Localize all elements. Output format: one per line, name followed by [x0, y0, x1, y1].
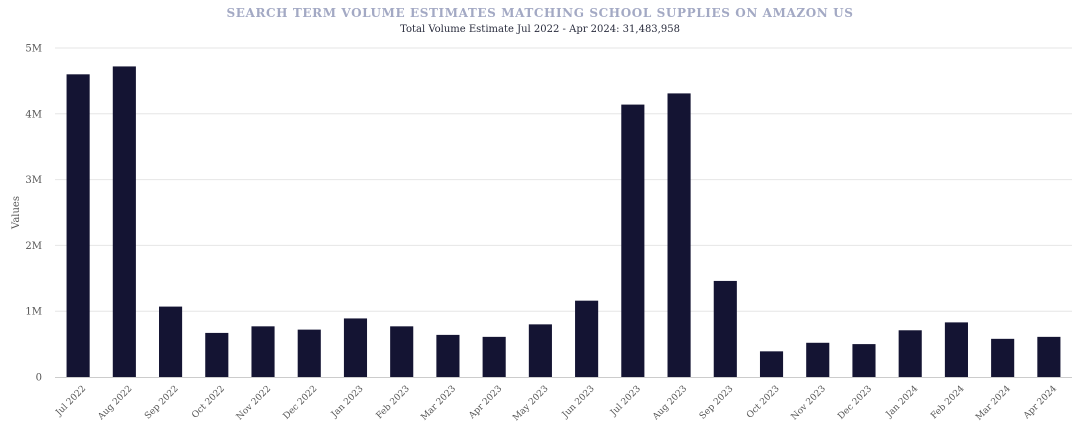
- bar: [66, 74, 90, 377]
- x-tick-label: Aug 2022: [96, 384, 135, 423]
- bars: [66, 66, 1061, 377]
- x-tick-label: Jul 2022: [54, 384, 89, 419]
- bar: [390, 326, 414, 377]
- bar: [852, 344, 876, 377]
- bar: [1037, 336, 1061, 377]
- x-tick-label: Mar 2024: [974, 384, 1013, 423]
- x-tick-label: Dec 2023: [836, 384, 874, 422]
- bar: [159, 306, 183, 377]
- bar: [297, 329, 321, 377]
- y-tick-label: 2M: [25, 241, 42, 252]
- x-tick-label: Sep 2022: [143, 384, 180, 421]
- bar: [528, 324, 552, 377]
- bar: [806, 342, 830, 377]
- bar: [436, 334, 460, 377]
- y-tick-label: 5M: [25, 44, 42, 55]
- bar: [759, 351, 784, 377]
- x-tick-label: Oct 2022: [190, 384, 227, 421]
- x-axis-ticks: Jul 2022 Aug 2022 Sep 2022 Oct 2022 Nov 2022…: [54, 384, 1060, 423]
- x-tick-label: Nov 2023: [790, 384, 828, 422]
- x-tick-label: Mar 2023: [419, 384, 458, 423]
- bar: [713, 280, 737, 377]
- gridlines: [55, 47, 1072, 312]
- x-tick-label: Oct 2023: [745, 384, 782, 421]
- bar: [991, 338, 1015, 377]
- x-tick-label: Aug 2023: [650, 384, 689, 423]
- bar: [343, 318, 368, 377]
- bar: [251, 326, 275, 377]
- x-tick-label: Apr 2024: [1021, 384, 1059, 422]
- x-tick-label: Jul 2023: [608, 384, 643, 419]
- x-tick-label: Feb 2024: [929, 384, 966, 421]
- bar: [575, 300, 599, 377]
- x-tick-label: Dec 2022: [282, 384, 320, 422]
- x-tick-label: Feb 2023: [375, 384, 412, 421]
- chart-title: SEARCH TERM VOLUME ESTIMATES MATCHING SC…: [226, 6, 854, 20]
- y-tick-label: 4M: [25, 109, 42, 120]
- bar: [944, 322, 968, 377]
- y-tick-label: 0: [36, 373, 42, 384]
- chart-subtitle: Total Volume Estimate Jul 2022 - Apr 202…: [400, 24, 680, 35]
- x-tick-label: Nov 2022: [235, 384, 273, 422]
- bar: [482, 336, 506, 377]
- x-tick-label: Jun 2023: [560, 384, 597, 421]
- y-axis-ticks: 0 1M 2M 3M 4M 5M: [25, 44, 42, 384]
- x-tick-label: Jan 2024: [884, 384, 921, 421]
- bar: [621, 104, 645, 377]
- bar: [898, 330, 922, 377]
- y-axis-title: Values: [11, 196, 22, 230]
- x-tick-label: Jan 2023: [329, 384, 366, 421]
- bar: [205, 332, 229, 377]
- y-tick-label: 1M: [25, 307, 42, 318]
- bar: [667, 93, 691, 377]
- x-tick-label: Apr 2023: [467, 384, 505, 422]
- x-tick-label: Sep 2023: [698, 384, 736, 422]
- y-tick-label: 3M: [25, 175, 42, 186]
- bar: [112, 66, 136, 377]
- x-tick-label: May 2023: [511, 384, 550, 423]
